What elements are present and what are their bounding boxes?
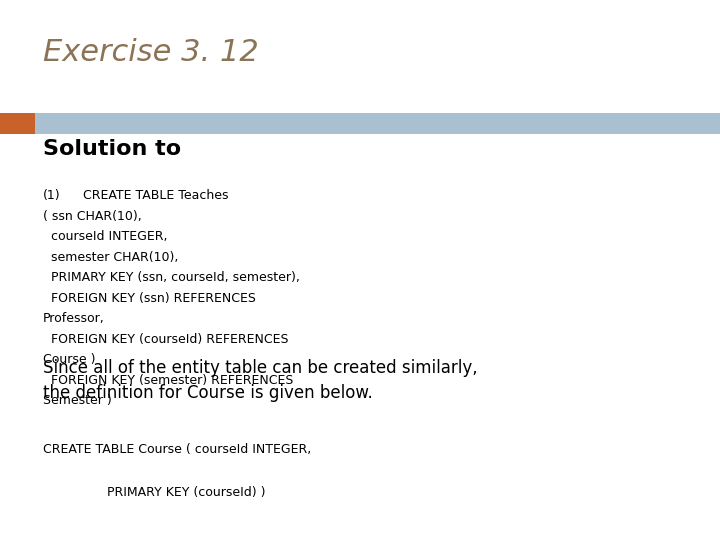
- Text: Since all of the entity table can be created similarly,: Since all of the entity table can be cre…: [43, 359, 478, 377]
- Text: CREATE TABLE Teaches: CREATE TABLE Teaches: [83, 189, 228, 202]
- Text: FOREIGN KEY (courseId) REFERENCES: FOREIGN KEY (courseId) REFERENCES: [43, 333, 289, 346]
- Text: FOREIGN KEY (semester) REFERENCES: FOREIGN KEY (semester) REFERENCES: [43, 374, 294, 387]
- Text: the definition for Course is given below.: the definition for Course is given below…: [43, 384, 373, 402]
- Text: (1): (1): [43, 189, 60, 202]
- Text: Solution to: Solution to: [43, 139, 181, 159]
- Bar: [0, 113, 720, 134]
- Text: CREATE TABLE Course ( courseId INTEGER,: CREATE TABLE Course ( courseId INTEGER,: [43, 443, 312, 456]
- Text: courseId INTEGER,: courseId INTEGER,: [43, 230, 168, 243]
- Text: PRIMARY KEY (ssn, courseId, semester),: PRIMARY KEY (ssn, courseId, semester),: [43, 271, 300, 284]
- Text: PRIMARY KEY (courseId) ): PRIMARY KEY (courseId) ): [43, 486, 266, 499]
- Text: Professor,: Professor,: [43, 312, 105, 325]
- Text: ( ssn CHAR(10),: ( ssn CHAR(10),: [43, 210, 142, 222]
- Text: FOREIGN KEY (ssn) REFERENCES: FOREIGN KEY (ssn) REFERENCES: [43, 292, 256, 305]
- Text: Exercise 3. 12: Exercise 3. 12: [43, 38, 259, 67]
- Text: semester CHAR(10),: semester CHAR(10),: [43, 251, 179, 264]
- Text: Semester ): Semester ): [43, 394, 112, 407]
- Text: Course ): Course ): [43, 353, 96, 366]
- Bar: [0, 113, 35, 134]
